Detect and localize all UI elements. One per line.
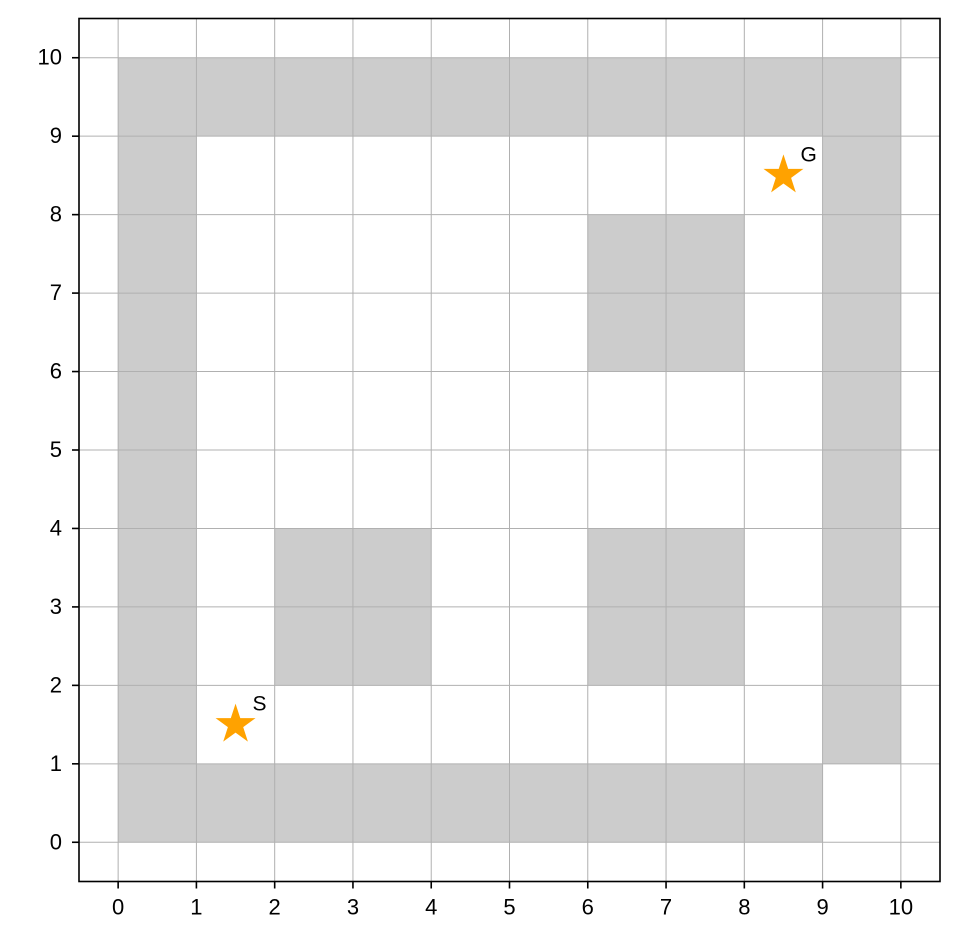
- svg-text:8: 8: [738, 895, 750, 920]
- svg-text:3: 3: [347, 895, 359, 920]
- svg-text:10: 10: [38, 45, 62, 70]
- svg-text:9: 9: [50, 123, 62, 148]
- svg-text:1: 1: [50, 751, 62, 776]
- svg-text:0: 0: [112, 895, 124, 920]
- svg-text:1: 1: [190, 895, 202, 920]
- svg-text:6: 6: [50, 359, 62, 384]
- svg-text:5: 5: [503, 895, 515, 920]
- svg-text:7: 7: [50, 280, 62, 305]
- svg-text:8: 8: [50, 202, 62, 227]
- svg-text:7: 7: [660, 895, 672, 920]
- svg-text:2: 2: [269, 895, 281, 920]
- svg-text:5: 5: [50, 437, 62, 462]
- svg-text:10: 10: [889, 895, 913, 920]
- svg-text:0: 0: [50, 829, 62, 854]
- svg-text:6: 6: [582, 895, 594, 920]
- svg-text:9: 9: [816, 895, 828, 920]
- svg-text:4: 4: [50, 515, 62, 540]
- svg-text:G: G: [800, 143, 816, 166]
- svg-text:2: 2: [50, 672, 62, 697]
- svg-text:S: S: [253, 693, 267, 716]
- svg-text:4: 4: [425, 895, 437, 920]
- svg-text:3: 3: [50, 594, 62, 619]
